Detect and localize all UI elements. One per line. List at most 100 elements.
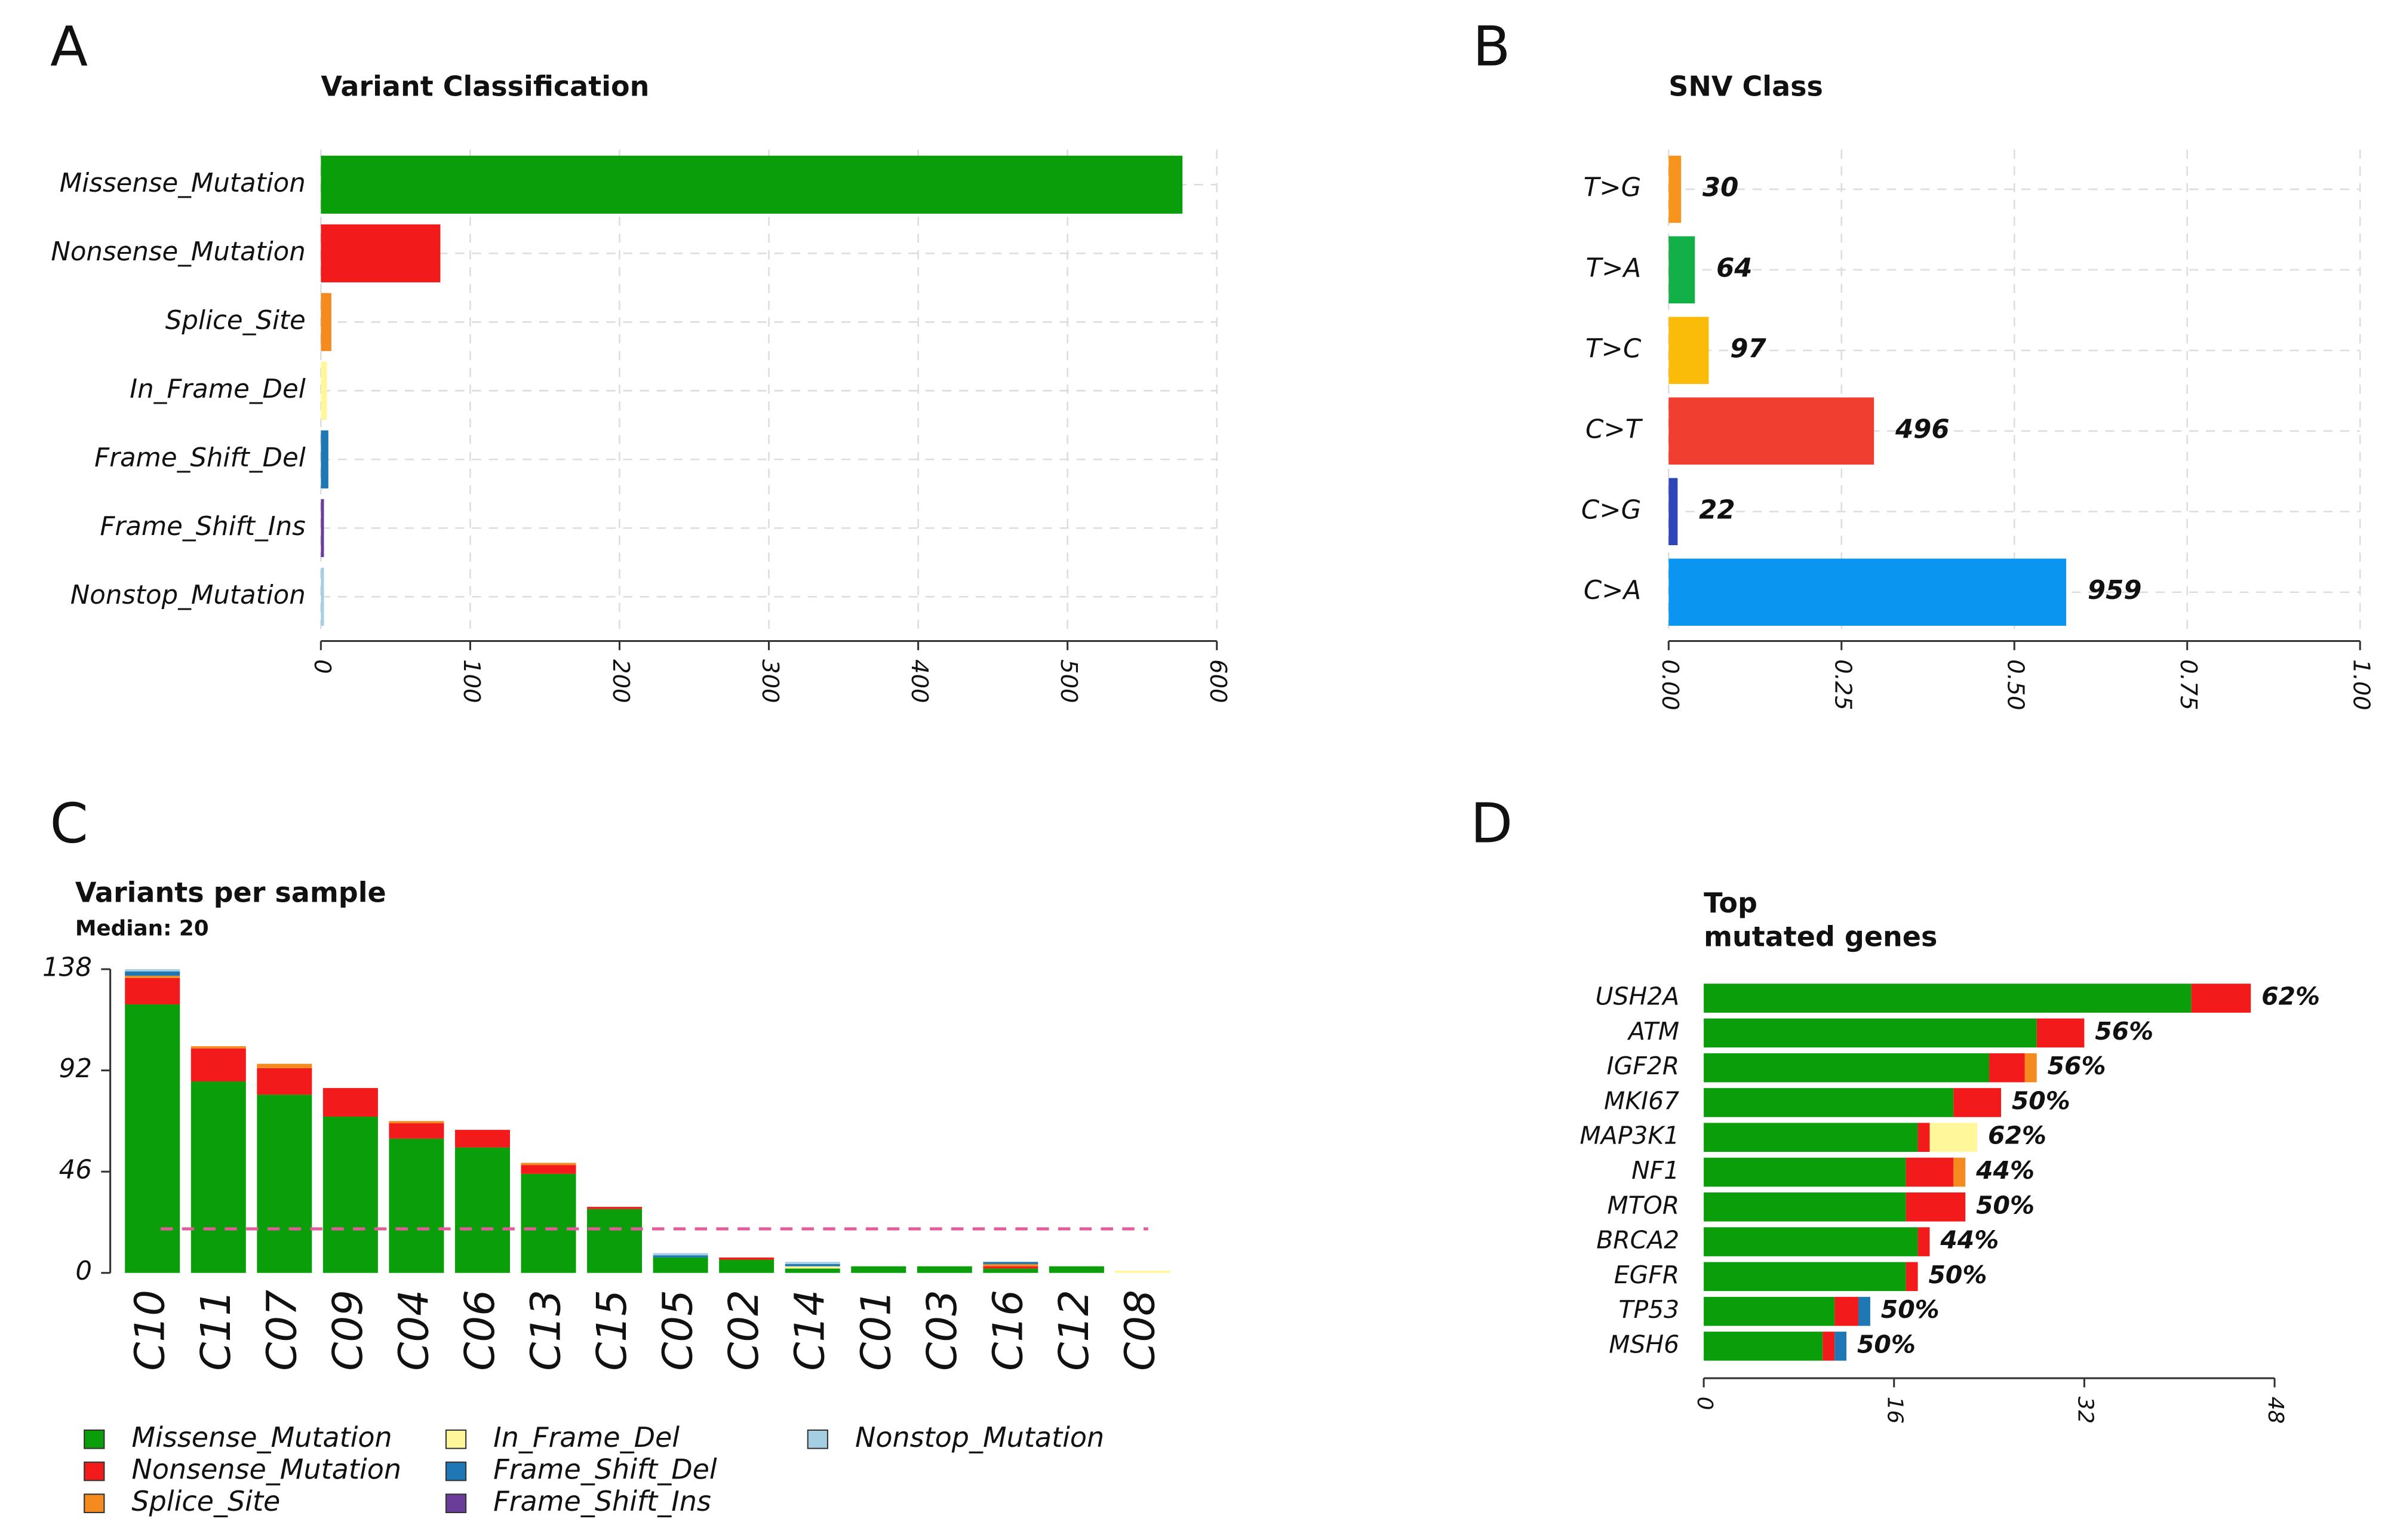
- x-tick-label: C08: [1116, 1290, 1164, 1371]
- bar-segment: [521, 1163, 576, 1166]
- bar-segment: [454, 1130, 510, 1148]
- bar-segment: [785, 1266, 840, 1269]
- bar-segment: [1704, 983, 2192, 1013]
- category-label: In_Frame_Del: [130, 374, 306, 404]
- category-label: Missense_Mutation: [60, 168, 306, 198]
- bar-segment: [454, 1147, 510, 1273]
- chart-title: SNV Class: [1668, 70, 1823, 103]
- x-tick-label: 0: [1692, 1397, 1717, 1410]
- legend-label: Missense_Mutation: [131, 1421, 392, 1453]
- bar: [1668, 397, 1874, 465]
- category-label: Nonsense_Mutation: [51, 237, 305, 267]
- chart-title: Variants per sample: [75, 876, 386, 908]
- bar-segment: [1953, 1088, 2001, 1117]
- bar: [321, 224, 441, 282]
- x-tick-label: C05: [654, 1290, 702, 1371]
- bar-segment: [125, 1004, 180, 1273]
- bar-segment: [125, 969, 180, 972]
- bar-segment: [125, 976, 180, 978]
- bar-segment: [1917, 1227, 1930, 1256]
- category-label: Frame_Shift_Del: [94, 443, 306, 473]
- category-label: ATM: [1627, 1017, 1679, 1046]
- bar-segment: [587, 1209, 643, 1273]
- chart-title: mutated genes: [1704, 920, 1937, 952]
- category-label: C>T: [1585, 414, 1643, 444]
- bar: [1668, 316, 1709, 385]
- bar-segment: [1953, 1157, 1966, 1187]
- category-label: BRCA2: [1596, 1226, 1679, 1255]
- x-tick-label: 0.75: [2175, 659, 2202, 710]
- percent-label: 50%: [1881, 1295, 1940, 1324]
- percent-label: 50%: [1928, 1261, 1987, 1289]
- bar-segment: [1858, 1296, 1870, 1326]
- bar-segment: [1917, 1123, 1930, 1152]
- bar-segment: [257, 1068, 312, 1095]
- panel-letter: C: [50, 792, 88, 856]
- panel-letter: D: [1470, 792, 1513, 856]
- bar-segment: [190, 1046, 246, 1049]
- x-tick-label: 48: [2263, 1397, 2288, 1424]
- bar-segment: [1704, 1088, 1954, 1117]
- bar-segment: [1906, 1262, 1918, 1292]
- legend-swatch: [84, 1461, 105, 1481]
- bar-segment: [1834, 1332, 1847, 1361]
- bar-segment: [1115, 1271, 1170, 1273]
- percent-label: 50%: [1976, 1191, 2035, 1219]
- x-tick-label: C16: [984, 1290, 1032, 1371]
- bar: [321, 155, 1183, 214]
- bar-segment: [1906, 1157, 1954, 1187]
- bar-segment: [719, 1259, 775, 1273]
- bar-segment: [1823, 1332, 1835, 1361]
- bar-segment: [983, 1268, 1038, 1273]
- bar-segment: [521, 1173, 576, 1273]
- bar: [321, 430, 328, 488]
- x-tick-label: 200: [607, 659, 634, 703]
- x-tick-label: C03: [918, 1290, 966, 1371]
- bar-segment: [257, 1063, 312, 1068]
- bar-segment: [983, 1262, 1038, 1264]
- chart-title: Variant Classification: [321, 70, 649, 103]
- bar: [321, 293, 331, 351]
- x-tick-label: 0.00: [1657, 659, 1683, 710]
- bar: [1668, 478, 1678, 546]
- legend-swatch: [445, 1493, 467, 1514]
- category-label: IGF2R: [1607, 1052, 1680, 1080]
- bar-segment: [125, 971, 180, 976]
- x-tick-label: 1.00: [2348, 659, 2375, 710]
- x-tick-label: 300: [757, 659, 783, 703]
- category-label: C>A: [1584, 576, 1641, 605]
- x-tick-label: 600: [1204, 659, 1231, 703]
- y-tick-label: 0: [75, 1256, 92, 1286]
- percent-label: 44%: [1975, 1156, 2035, 1185]
- category-label: NF1: [1631, 1156, 1679, 1185]
- x-tick-label: C13: [523, 1290, 570, 1371]
- legend-label: Frame_Shift_Ins: [493, 1485, 711, 1517]
- x-tick-label: C09: [324, 1290, 372, 1371]
- x-tick-label: 500: [1055, 659, 1082, 703]
- bar-segment: [190, 1048, 246, 1082]
- percent-label: 62%: [1988, 1121, 2046, 1150]
- bar-segment: [1989, 1053, 2025, 1083]
- bar-segment: [1929, 1123, 1978, 1152]
- x-tick-label: 100: [458, 659, 485, 703]
- count-label: 97: [1730, 334, 1766, 364]
- legend-swatch: [807, 1429, 828, 1449]
- category-label: Nonstop_Mutation: [70, 580, 306, 610]
- y-tick-label: 92: [59, 1054, 92, 1084]
- legend-label: Frame_Shift_Del: [493, 1453, 717, 1485]
- x-tick-label: C14: [786, 1290, 834, 1371]
- x-tick-label: C01: [852, 1290, 900, 1371]
- bar-segment: [389, 1123, 444, 1139]
- count-label: 30: [1702, 173, 1738, 202]
- bar-segment: [1906, 1192, 1966, 1222]
- bar-segment: [322, 1117, 378, 1273]
- bar-segment: [1704, 1053, 1990, 1083]
- bar: [1668, 155, 1682, 223]
- chart-title: Top: [1704, 887, 1757, 919]
- x-tick-label: C06: [456, 1290, 504, 1371]
- category-label: TP53: [1619, 1295, 1680, 1324]
- legend-label: In_Frame_Del: [493, 1421, 680, 1453]
- y-tick-label: 138: [42, 953, 92, 983]
- bar-segment: [785, 1262, 840, 1264]
- bar-segment: [1704, 1123, 1918, 1152]
